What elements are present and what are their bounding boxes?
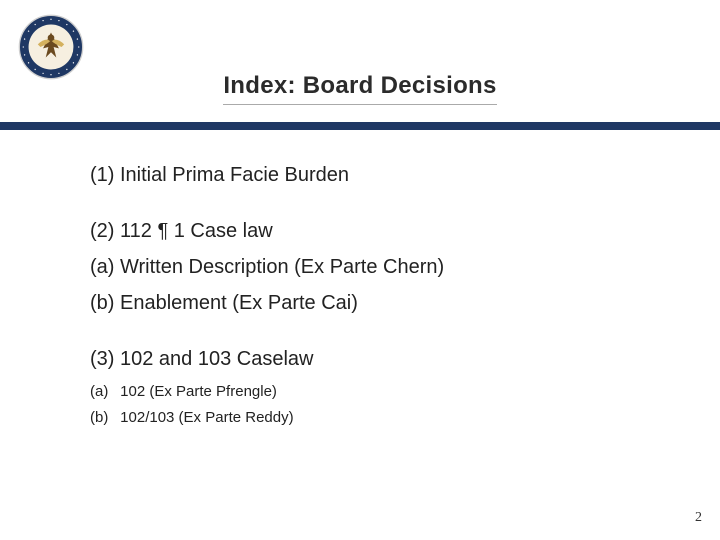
item-2a: (a) Written Description (Ex Parte Chern): [90, 254, 660, 280]
item-3b-text: 102/103 (Ex Parte Reddy): [120, 409, 293, 426]
item-3a: (a) 102 (Ex Parte Pfrengle): [90, 382, 660, 402]
content-body: (1) Initial Prima Facie Burden (2) 112 ¶…: [90, 162, 660, 433]
title-region: Index: Board Decisions: [0, 72, 720, 105]
item-3a-label: (a): [90, 382, 116, 402]
item-2: (2) 112 ¶ 1 Case law: [90, 218, 660, 244]
item-2b: (b) Enablement (Ex Parte Cai): [90, 290, 660, 316]
seal-svg: [18, 14, 84, 80]
agency-seal: [18, 14, 84, 80]
page-number: 2: [695, 510, 702, 526]
item-3b-label: (b): [90, 408, 116, 428]
item-3: (3) 102 and 103 Caselaw: [90, 346, 660, 372]
item-3a-text: 102 (Ex Parte Pfrengle): [120, 383, 277, 400]
slide-title: Index: Board Decisions: [223, 72, 496, 105]
item-1: (1) Initial Prima Facie Burden: [90, 162, 660, 188]
item-3b: (b) 102/103 (Ex Parte Reddy): [90, 408, 660, 428]
horizontal-rule: [0, 122, 720, 130]
